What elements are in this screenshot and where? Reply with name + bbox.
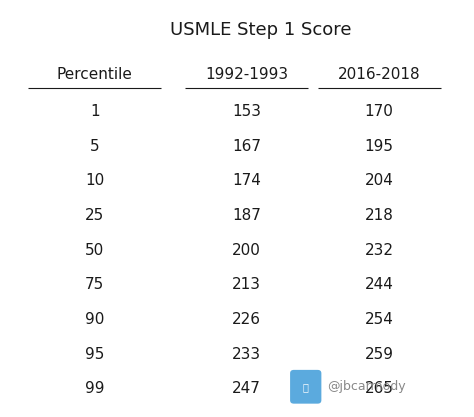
Text: 254: 254 (365, 312, 393, 327)
Text: 244: 244 (365, 277, 393, 292)
Text: 1992-1993: 1992-1993 (205, 67, 288, 82)
Text: 90: 90 (85, 312, 104, 327)
Text: 75: 75 (85, 277, 104, 292)
Text: 195: 195 (365, 139, 394, 154)
Text: 232: 232 (365, 243, 394, 258)
Text: 265: 265 (365, 381, 394, 396)
Text: 99: 99 (85, 381, 105, 396)
Text: 187: 187 (232, 208, 261, 223)
Text: 218: 218 (365, 208, 393, 223)
FancyBboxPatch shape (290, 370, 321, 404)
Text: 174: 174 (232, 173, 261, 188)
Text: 🐦: 🐦 (303, 382, 309, 392)
Text: 226: 226 (232, 312, 261, 327)
Text: 233: 233 (232, 347, 261, 362)
Text: USMLE Step 1 Score: USMLE Step 1 Score (170, 21, 351, 39)
Text: 200: 200 (232, 243, 261, 258)
Text: 167: 167 (232, 139, 261, 154)
Text: 204: 204 (365, 173, 393, 188)
Text: 213: 213 (232, 277, 261, 292)
Text: 247: 247 (232, 381, 261, 396)
Text: 2016-2018: 2016-2018 (338, 67, 420, 82)
Text: 95: 95 (85, 347, 104, 362)
Text: 5: 5 (90, 139, 100, 154)
Text: Percentile: Percentile (57, 67, 133, 82)
Text: 10: 10 (85, 173, 104, 188)
Text: 1: 1 (90, 104, 100, 119)
Text: 170: 170 (365, 104, 393, 119)
Text: 259: 259 (365, 347, 394, 362)
Text: @jbcarmody: @jbcarmody (327, 380, 406, 393)
Text: 25: 25 (85, 208, 104, 223)
Text: 153: 153 (232, 104, 261, 119)
Text: 50: 50 (85, 243, 104, 258)
